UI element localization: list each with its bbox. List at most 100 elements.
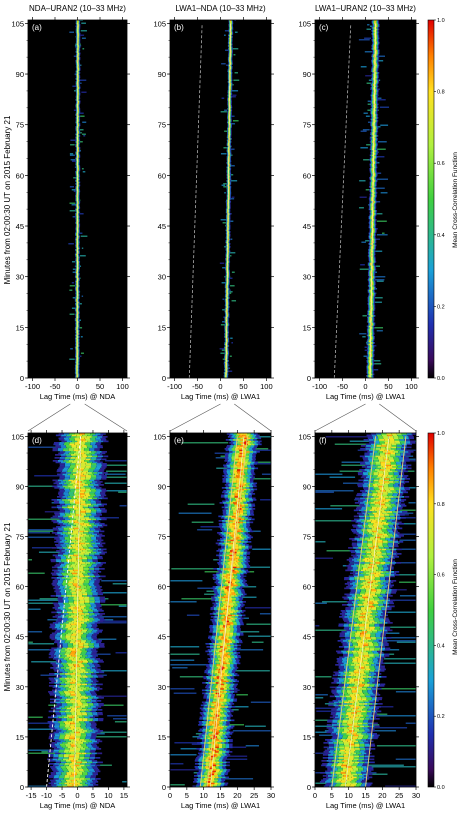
heatmap-cell bbox=[79, 118, 81, 121]
heatmap-cell bbox=[76, 166, 78, 169]
heatmap-noise bbox=[81, 247, 84, 249]
heatmap-cell bbox=[75, 141, 77, 143]
heatmap-cell bbox=[228, 301, 229, 304]
heatmap-cell bbox=[226, 358, 228, 361]
heatmap-cell bbox=[227, 198, 228, 200]
heatmap-cell bbox=[372, 363, 374, 365]
heatmap-noise bbox=[81, 352, 84, 354]
heatmap-cell bbox=[78, 348, 80, 350]
heatmap-cell bbox=[371, 318, 373, 320]
heatmap-cell bbox=[226, 373, 228, 376]
heatmap-cell bbox=[79, 79, 80, 82]
heatmap-cell bbox=[373, 346, 375, 349]
heatmap-cell bbox=[368, 354, 370, 356]
heatmap-cell bbox=[77, 324, 78, 326]
heatmap-cell bbox=[226, 201, 227, 203]
heatmap-cell bbox=[78, 217, 79, 220]
heatmap-cell bbox=[228, 97, 230, 100]
heatmap-cell bbox=[78, 190, 80, 193]
heatmap-cell bbox=[229, 184, 231, 187]
heatmap-cell bbox=[229, 282, 230, 284]
heatmap-cell bbox=[227, 174, 229, 176]
heatmap-cell bbox=[75, 186, 77, 188]
heatmap-cell bbox=[227, 126, 229, 128]
heatmap-cell bbox=[227, 192, 229, 194]
heatmap-cell bbox=[370, 342, 372, 344]
heatmap-cell bbox=[231, 75, 233, 77]
heatmap-cell bbox=[79, 120, 81, 122]
heatmap-cell bbox=[225, 301, 227, 304]
heatmap-cell bbox=[79, 45, 81, 47]
heatmap-cell bbox=[78, 331, 80, 334]
heatmap-cell bbox=[226, 348, 228, 350]
heatmap-cell bbox=[368, 348, 370, 350]
heatmap-cell bbox=[371, 351, 373, 353]
heatmap-cell bbox=[231, 36, 233, 38]
heatmap-cell bbox=[77, 79, 79, 82]
heatmap-cell bbox=[225, 270, 227, 272]
heatmap-cell bbox=[225, 250, 227, 253]
heatmap-cell bbox=[75, 121, 77, 124]
heatmap-cell bbox=[78, 192, 80, 194]
heatmap-cell bbox=[372, 370, 374, 373]
heatmap-cell bbox=[226, 193, 228, 196]
heatmap-cell bbox=[228, 93, 230, 95]
heatmap-cell bbox=[76, 231, 77, 233]
heatmap-cell bbox=[227, 246, 229, 248]
heatmap-cell bbox=[227, 255, 229, 257]
heatmap-cell bbox=[77, 117, 79, 119]
heatmap-cell bbox=[228, 303, 230, 305]
heatmap-cell bbox=[79, 201, 81, 203]
heatmap-cell bbox=[78, 66, 80, 68]
heatmap-cell bbox=[372, 333, 374, 335]
heatmap-cell bbox=[75, 304, 77, 307]
heatmap-cell bbox=[228, 322, 230, 325]
heatmap-cell bbox=[78, 292, 80, 295]
heatmap-cell bbox=[226, 235, 228, 238]
heatmap-cell bbox=[229, 183, 231, 185]
heatmap-cell bbox=[226, 255, 228, 257]
heatmap-cell bbox=[228, 145, 229, 148]
heatmap-cell bbox=[76, 141, 78, 143]
x-axis-label: Lag Time (ms) @ LWA1 bbox=[181, 392, 260, 401]
heatmap-cell bbox=[231, 24, 233, 26]
panel-letter: (a) bbox=[32, 23, 42, 32]
heatmap-cell bbox=[79, 64, 81, 67]
heatmap-cell bbox=[368, 342, 370, 344]
heatmap-cell bbox=[75, 346, 76, 349]
heatmap-cell bbox=[231, 84, 233, 86]
heatmap-cell bbox=[79, 102, 80, 104]
heatmap-cell bbox=[225, 274, 227, 277]
heatmap-cell bbox=[75, 294, 77, 296]
heatmap-cell bbox=[229, 82, 230, 85]
heatmap-cell bbox=[78, 237, 80, 239]
heatmap-noise bbox=[73, 109, 77, 111]
heatmap-cell bbox=[79, 169, 80, 172]
heatmap-cell bbox=[231, 51, 233, 53]
heatmap-cell bbox=[228, 285, 230, 287]
heatmap-cell bbox=[225, 228, 227, 230]
heatmap-cell bbox=[230, 22, 231, 25]
heatmap-cell bbox=[226, 217, 228, 220]
heatmap-noise bbox=[229, 252, 236, 254]
heatmap-cell bbox=[76, 67, 78, 70]
heatmap-cell bbox=[75, 372, 77, 374]
heatmap-cell bbox=[231, 33, 232, 35]
heatmap-cell bbox=[371, 324, 373, 326]
heatmap-cell bbox=[78, 226, 79, 229]
heatmap-cell bbox=[76, 139, 78, 142]
heatmap-cell bbox=[229, 201, 231, 203]
heatmap-cell bbox=[75, 234, 77, 236]
heatmap-cell bbox=[77, 48, 78, 50]
heatmap-cell bbox=[77, 373, 79, 376]
heatmap-cell bbox=[225, 237, 227, 239]
heatmap-cell bbox=[79, 199, 80, 202]
heatmap-cell bbox=[231, 66, 233, 68]
y-tick-label: 45 bbox=[16, 222, 24, 231]
heatmap-cell bbox=[372, 327, 374, 329]
heatmap-cell bbox=[372, 372, 374, 374]
heatmap-cell bbox=[75, 159, 77, 161]
heatmap-cell bbox=[77, 267, 79, 269]
heatmap-cell bbox=[77, 291, 79, 293]
